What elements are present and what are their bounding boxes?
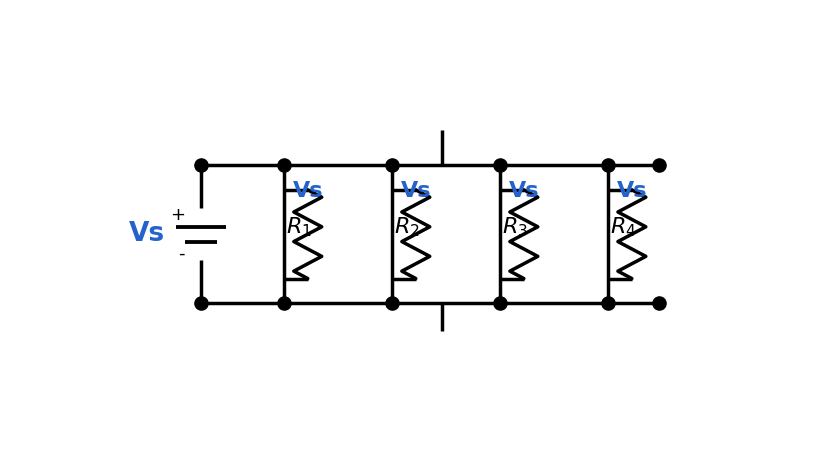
Text: Vs: Vs (509, 181, 539, 201)
Point (385, 300, 398, 307)
Text: +: + (170, 206, 185, 224)
Text: Vs: Vs (400, 181, 431, 201)
Point (651, 300, 664, 307)
Point (651, 161, 664, 168)
Point (194, 300, 207, 307)
Point (492, 161, 505, 168)
Text: Vs: Vs (129, 221, 165, 247)
Text: $R_4$: $R_4$ (609, 216, 636, 239)
Text: $R_2$: $R_2$ (393, 216, 419, 239)
Text: Vs: Vs (617, 181, 647, 201)
Text: -: - (179, 244, 185, 262)
Point (277, 300, 290, 307)
Point (600, 161, 613, 168)
Point (385, 161, 398, 168)
Point (194, 161, 207, 168)
Point (277, 161, 290, 168)
Point (600, 300, 613, 307)
Point (492, 300, 505, 307)
Text: $R_1$: $R_1$ (285, 216, 311, 239)
Text: Vs: Vs (293, 181, 324, 201)
Text: $R_3$: $R_3$ (501, 216, 527, 239)
